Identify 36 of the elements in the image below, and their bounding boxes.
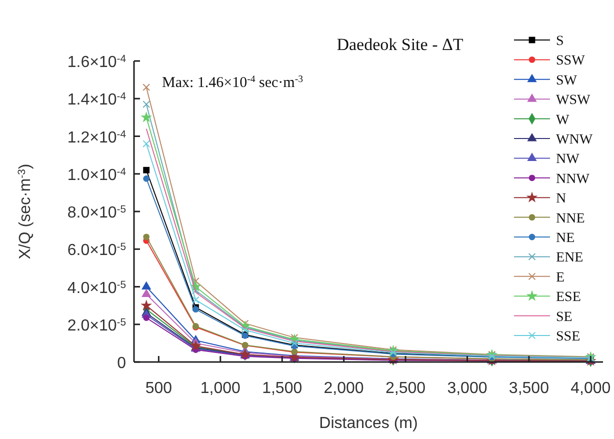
- legend-label: WSW: [556, 93, 591, 108]
- legend-label: N: [556, 192, 566, 207]
- x-tick-label: 500: [145, 380, 172, 397]
- x-tick-label: 3,000: [447, 380, 488, 397]
- legend-label: W: [556, 112, 570, 128]
- chart-title: Daedeok Site - ΔT: [336, 35, 464, 54]
- annotation: Max: 1.46×10$^{-4}$ sec·m$^{-3}$: [162, 74, 304, 91]
- x-tick-label: 2,000: [324, 380, 364, 397]
- x-axis-title: Distances (m): [319, 415, 418, 432]
- legend-label: SSE: [556, 330, 580, 344]
- y-tick-label: 1.4×10$^{-4}$: [67, 91, 126, 109]
- legend-label: SSW: [556, 54, 586, 69]
- legend-label: NW: [556, 152, 580, 168]
- y-tick-label: 1.2×10$^{-4}$: [67, 128, 126, 146]
- x-tick-label: 2,500: [386, 380, 426, 397]
- legend-label: WNW: [556, 132, 594, 148]
- legend-label: NE: [556, 231, 575, 246]
- x-tick-label: 1,500: [262, 380, 302, 397]
- y-tick-label: 0: [117, 355, 126, 372]
- legend-label: ESE: [556, 290, 581, 306]
- legend-label: E: [556, 270, 565, 286]
- legend-label: NNW: [556, 172, 590, 187]
- x-tick-label: 4,000: [570, 380, 611, 397]
- x-tick-label: 3,500: [508, 380, 550, 397]
- y-tick-label: 2.0×10$^{-5}$: [67, 316, 126, 334]
- y-tick-label: 1.6×10$^{-4}$: [67, 54, 126, 71]
- y-tick-label: 4.0×10$^{-5}$: [67, 279, 126, 297]
- y-tick-label: 1.0×10$^{-4}$: [67, 166, 126, 184]
- y-tick-label: 8.0×10$^{-5}$: [67, 204, 126, 222]
- x-tick-label: 1,000: [200, 380, 241, 397]
- y-tick-label: 6.0×10$^{-5}$: [67, 242, 126, 260]
- legend-label: SE: [556, 310, 572, 325]
- legend-label: ENE: [556, 250, 584, 266]
- legend-label: S: [556, 34, 564, 49]
- legend-label: NNE: [556, 211, 585, 226]
- legend-label: SW: [556, 73, 578, 88]
